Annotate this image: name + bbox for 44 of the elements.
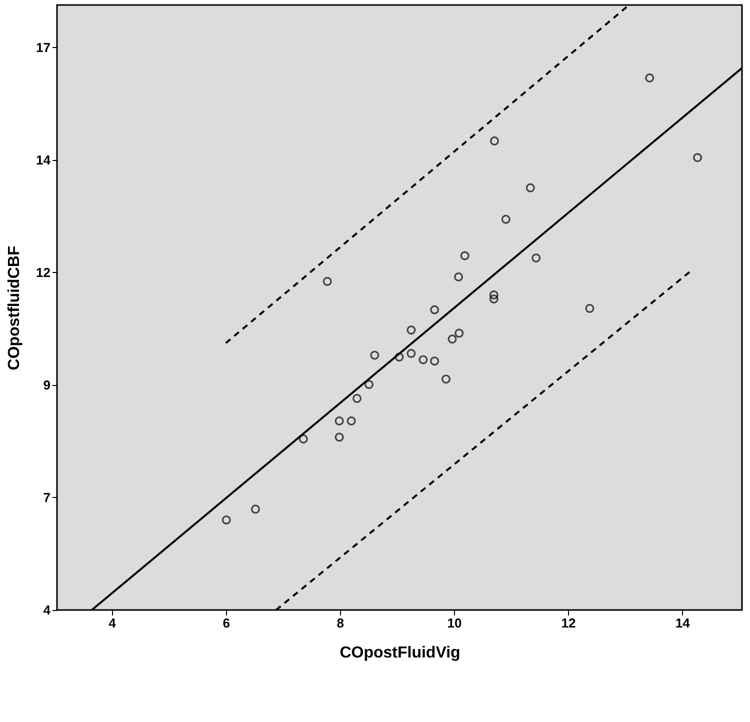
x-tick-label: 6 [222,616,230,630]
point [526,183,535,192]
point [454,328,464,338]
y-tick-label: 17 [36,40,50,55]
point [322,276,332,286]
point [352,394,362,403]
point [441,374,450,384]
y-tick-label: 9 [43,377,50,392]
x-tick-label: 8 [336,616,344,630]
point [418,355,428,364]
point [334,432,344,442]
y-tick-label: 4 [43,602,52,618]
point [460,251,470,260]
point [693,153,702,162]
point [250,504,260,514]
point [298,434,308,444]
x-axis-title: COpostFluidVig [340,644,460,662]
x-tick-label: 4 [108,616,117,630]
point [489,294,498,304]
point [454,272,464,282]
point [346,416,356,426]
point [406,326,416,335]
point [430,356,440,366]
point [406,348,416,358]
y-tick-label: 7 [43,490,50,505]
point [334,416,344,426]
y-tick-label: 12 [36,264,50,280]
point [430,305,440,314]
point [501,214,510,224]
point [645,73,654,82]
x-tick-label: 10 [447,616,462,630]
y-axis-title: COpostfluidCBF [6,246,24,370]
point [222,515,231,524]
x-tick-label: 14 [675,616,691,630]
x-tick-label: 12 [561,616,576,630]
point [448,334,457,344]
point [490,136,499,146]
point [489,290,498,300]
y-tick-label: 14 [36,152,52,168]
point [532,253,541,262]
point [394,352,404,362]
point [370,350,380,360]
point [585,304,594,313]
point [364,380,374,389]
